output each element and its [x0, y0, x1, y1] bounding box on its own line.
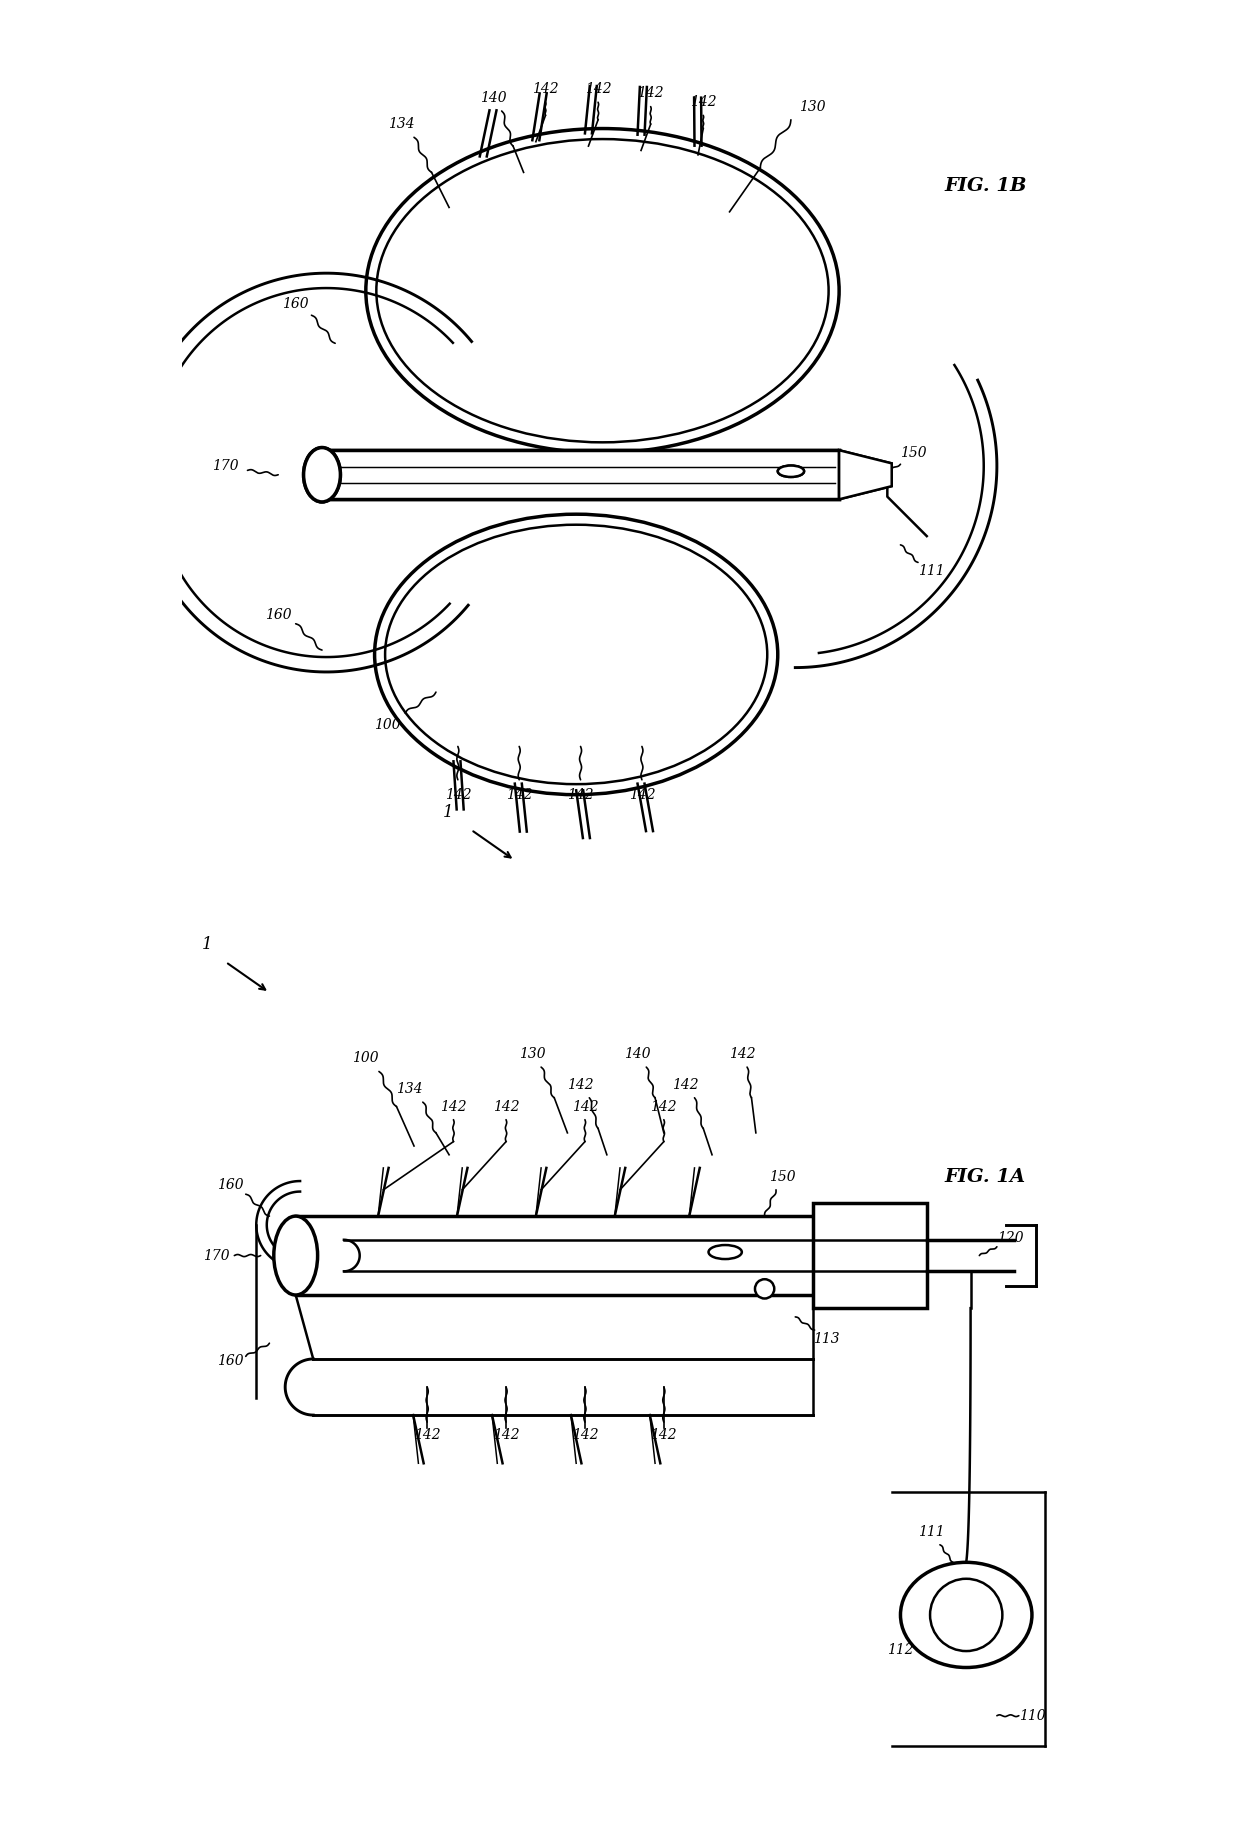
Text: 134: 134: [397, 1083, 423, 1096]
Text: 142: 142: [506, 787, 532, 802]
Text: 150: 150: [769, 1170, 796, 1183]
Polygon shape: [839, 451, 892, 498]
Text: 140: 140: [624, 1046, 651, 1061]
Ellipse shape: [274, 1216, 317, 1295]
Bar: [813, 1203, 926, 1307]
Text: FIG. 1A: FIG. 1A: [945, 1167, 1025, 1185]
Text: 113: 113: [812, 1331, 839, 1346]
Text: 142: 142: [651, 1099, 677, 1114]
Text: 142: 142: [572, 1099, 598, 1114]
Text: 1: 1: [202, 937, 212, 953]
Text: 142: 142: [729, 1046, 756, 1061]
Ellipse shape: [304, 447, 341, 502]
Text: 142: 142: [440, 1099, 466, 1114]
Ellipse shape: [900, 1563, 1032, 1667]
Text: 134: 134: [388, 117, 414, 131]
Bar: [322, 451, 839, 498]
Text: 160: 160: [217, 1353, 243, 1368]
Text: 140: 140: [480, 91, 506, 104]
Text: 142: 142: [567, 787, 594, 802]
Ellipse shape: [708, 1245, 742, 1260]
Text: FIG. 1B: FIG. 1B: [945, 177, 1027, 195]
Text: 142: 142: [444, 787, 471, 802]
Text: 111: 111: [918, 1525, 945, 1539]
Text: 142: 142: [689, 95, 717, 110]
Ellipse shape: [304, 447, 341, 502]
Text: 142: 142: [532, 82, 559, 97]
Text: 160: 160: [265, 608, 291, 623]
Text: 110: 110: [1018, 1709, 1045, 1722]
Text: 170: 170: [203, 1249, 231, 1262]
Text: 142: 142: [629, 787, 655, 802]
Ellipse shape: [777, 466, 804, 477]
Text: 142: 142: [637, 86, 663, 100]
Text: 112: 112: [887, 1643, 914, 1656]
Ellipse shape: [755, 1280, 774, 1298]
Ellipse shape: [366, 128, 839, 453]
Ellipse shape: [930, 1579, 1002, 1651]
Text: 142: 142: [651, 1428, 677, 1443]
Text: 1: 1: [443, 803, 454, 822]
Ellipse shape: [374, 515, 777, 794]
Text: 160: 160: [283, 298, 309, 310]
Text: 142: 142: [572, 1428, 598, 1443]
Text: 142: 142: [567, 1077, 594, 1092]
Text: 142: 142: [585, 82, 611, 97]
Text: 142: 142: [492, 1428, 520, 1443]
Text: 111: 111: [918, 564, 945, 579]
Text: 120: 120: [997, 1231, 1023, 1245]
Ellipse shape: [376, 139, 828, 442]
Polygon shape: [839, 451, 892, 498]
Text: 130: 130: [520, 1046, 546, 1061]
Text: 100: 100: [374, 718, 401, 732]
Text: 100: 100: [352, 1052, 379, 1065]
Bar: [322, 451, 839, 498]
Text: 160: 160: [217, 1178, 243, 1192]
Text: 142: 142: [672, 1077, 699, 1092]
Text: 142: 142: [492, 1099, 520, 1114]
Ellipse shape: [777, 466, 804, 477]
Text: 150: 150: [900, 446, 928, 460]
Ellipse shape: [386, 524, 768, 783]
Text: 130: 130: [800, 100, 826, 113]
Text: 142: 142: [414, 1428, 440, 1443]
Text: 170: 170: [212, 458, 239, 473]
